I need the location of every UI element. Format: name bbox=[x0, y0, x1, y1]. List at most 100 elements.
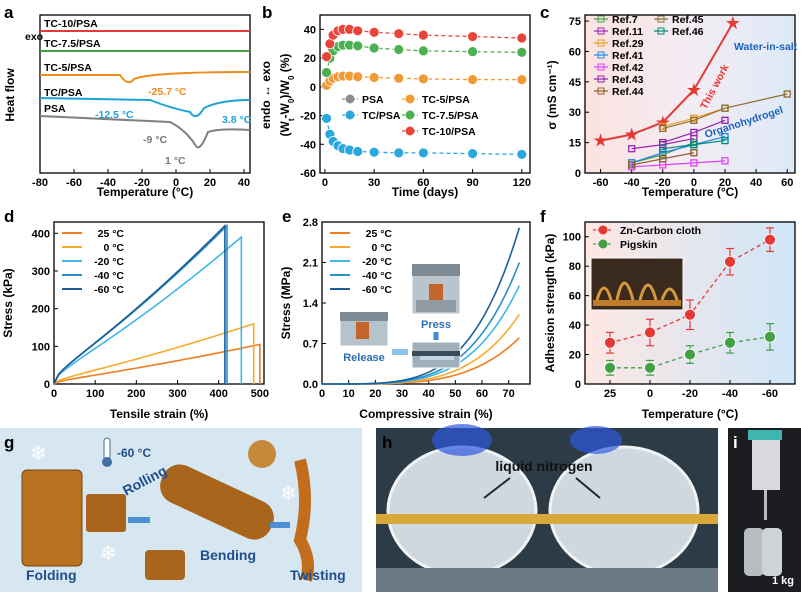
legend-marker-Ref.29 bbox=[597, 39, 605, 47]
panel-f-ticklabel: 0 bbox=[647, 388, 653, 400]
point-TC-5/PSA bbox=[516, 74, 528, 86]
panel-g-temp: -60 °C bbox=[117, 446, 151, 460]
panel-c-ylabel: σ (mS cm⁻¹) bbox=[545, 60, 559, 129]
legend-label-TC-7.5/PSA: TC-7.5/PSA bbox=[422, 110, 479, 122]
panel-b-ticklabel: -20 bbox=[300, 111, 316, 123]
legend-label-Ref.44: Ref.44 bbox=[612, 86, 644, 98]
gel-twisted bbox=[293, 458, 314, 582]
panel-a-frame bbox=[39, 14, 251, 174]
series-line-Ref.44 bbox=[631, 152, 695, 166]
legend-label-25 °C: 25 °C bbox=[98, 228, 125, 240]
panel-e-ticklabel: 50 bbox=[449, 388, 461, 400]
point-TC-7.5/PSA bbox=[321, 67, 332, 78]
series-line-Ref.11 bbox=[631, 137, 695, 150]
legend-label-Ref.7: Ref.7 bbox=[612, 14, 638, 26]
annotation: -12.5 °C bbox=[95, 109, 134, 121]
point-TC/PSA bbox=[393, 147, 405, 159]
series-line-Ref.41 bbox=[631, 135, 726, 164]
step-folding: Folding bbox=[26, 567, 77, 583]
step-bending: Bending bbox=[200, 547, 256, 563]
curve-TC-5/PSA bbox=[40, 71, 251, 84]
arrow-right bbox=[575, 477, 601, 499]
panel-b-ticklabel: 20 bbox=[304, 53, 316, 65]
panel-a-ticklabel: 40 bbox=[238, 177, 250, 189]
panel-c-label: c bbox=[540, 3, 549, 22]
legend-label-0 °C: 0 °C bbox=[103, 242, 124, 254]
point-Ref.46 bbox=[721, 136, 729, 145]
panel-d-ticklabel: 500 bbox=[251, 388, 269, 400]
point-Pigskin bbox=[684, 348, 696, 361]
point-TC/PSA bbox=[321, 113, 332, 124]
legend-marker-Ref.46 bbox=[657, 27, 665, 35]
panel-f-photo bbox=[590, 257, 684, 311]
panel-d-frame bbox=[53, 221, 265, 385]
panel-f-ticklabel: -40 bbox=[722, 388, 738, 400]
panel-h-photo: h liquid nitrogen bbox=[376, 424, 718, 592]
legend-label-Ref.45: Ref.45 bbox=[672, 14, 704, 26]
step-twisting: Twisting bbox=[290, 567, 346, 583]
nitrogen-glow-left bbox=[432, 424, 492, 456]
panel-a-xlabel: Temperature (°C) bbox=[97, 185, 194, 199]
panel-c-ticklabel: 75 bbox=[569, 16, 581, 28]
panel-c-frame bbox=[584, 14, 796, 174]
point-TC-5/PSA bbox=[467, 74, 478, 86]
legend-label-Ref.42: Ref.42 bbox=[612, 62, 644, 74]
legend-marker-Pigskin bbox=[598, 239, 608, 249]
panel-b-ticklabel: 90 bbox=[466, 177, 478, 189]
panel-f-ylabel: Adhesion strength (kPa) bbox=[543, 234, 557, 373]
legend-marker-Ref.45 bbox=[657, 15, 665, 23]
gel-roll-end bbox=[248, 440, 276, 468]
point-TC/PSA bbox=[352, 146, 364, 157]
legend-label-25 °C: 25 °C bbox=[366, 228, 393, 240]
point-TC/PSA bbox=[368, 146, 380, 158]
thermometer-icon bbox=[102, 437, 112, 467]
panel-f-label: f bbox=[540, 207, 546, 226]
curve-label-PSA: PSA bbox=[44, 103, 66, 115]
panel-d-ticklabel: 200 bbox=[32, 304, 50, 316]
panel-g-photo: g -60 °C Folding Rolling Bending Twistin… bbox=[0, 428, 362, 592]
legend-label-0 °C: 0 °C bbox=[371, 242, 392, 254]
panel-b-label: b bbox=[262, 3, 272, 22]
panel-e-ticklabel: 2.8 bbox=[303, 217, 318, 229]
liquid-nitrogen-label: liquid nitrogen bbox=[495, 458, 592, 474]
point-TC-10/PSA bbox=[368, 26, 380, 38]
point-Ref.46 bbox=[690, 140, 698, 149]
panel-b-ticklabel: 120 bbox=[513, 177, 531, 189]
arrow-left bbox=[483, 477, 511, 499]
legend-label-Ref.43: Ref.43 bbox=[612, 74, 644, 86]
panel-c-ticklabel: 15 bbox=[569, 138, 581, 150]
panel-e-ticklabel: 70 bbox=[503, 388, 515, 400]
series-line--60 °C bbox=[321, 227, 521, 385]
exo-label: exo bbox=[25, 31, 43, 43]
panel-e-ticklabel: 40 bbox=[423, 388, 435, 400]
legend-marker-TC-5/PSA bbox=[405, 94, 415, 104]
point-TC-7.5/PSA bbox=[368, 42, 380, 54]
curve-label-TC-5/PSA: TC-5/PSA bbox=[44, 62, 92, 74]
panel-d-ticklabel: 200 bbox=[127, 388, 145, 400]
legend-marker-Zn-Carbon cloth bbox=[598, 225, 608, 235]
point-Zn-Carbon cloth bbox=[764, 233, 776, 246]
legend-marker-Ref.7 bbox=[597, 15, 605, 23]
point-TC-7.5/PSA bbox=[516, 46, 528, 58]
annotation-water-in-salt: Water-in-salt bbox=[734, 41, 798, 53]
panel-e-inset-compressed bbox=[411, 341, 461, 369]
legend-label--20 °C: -20 °C bbox=[94, 256, 124, 268]
legend-label-TC/PSA: TC/PSA bbox=[362, 110, 401, 122]
panel-c-ticklabel: -60 bbox=[593, 177, 609, 189]
panel-b-ylabel: (Wt-W0)/W0 (%) bbox=[278, 54, 296, 137]
panel-e-ticklabel: 2.1 bbox=[303, 258, 318, 270]
panel-d-ticklabel: 0 bbox=[44, 379, 50, 391]
point-TC-10/PSA bbox=[417, 29, 429, 41]
curve-label-TC-7.5/PSA: TC-7.5/PSA bbox=[44, 38, 101, 50]
curve-label-TC/PSA: TC/PSA bbox=[44, 87, 83, 99]
legend-label-TC-10/PSA: TC-10/PSA bbox=[422, 126, 476, 138]
series-line--60 °C bbox=[53, 223, 226, 385]
point-Ref.42 bbox=[721, 157, 729, 165]
panel-c-ticklabel: -20 bbox=[655, 177, 671, 189]
series-line-Ref.46 bbox=[662, 139, 726, 150]
point-TC-10/PSA bbox=[352, 25, 364, 37]
panel-a-ticklabel: -20 bbox=[134, 177, 150, 189]
panel-f-ticklabel: 100 bbox=[563, 232, 581, 244]
panel-b-frame bbox=[319, 14, 531, 174]
